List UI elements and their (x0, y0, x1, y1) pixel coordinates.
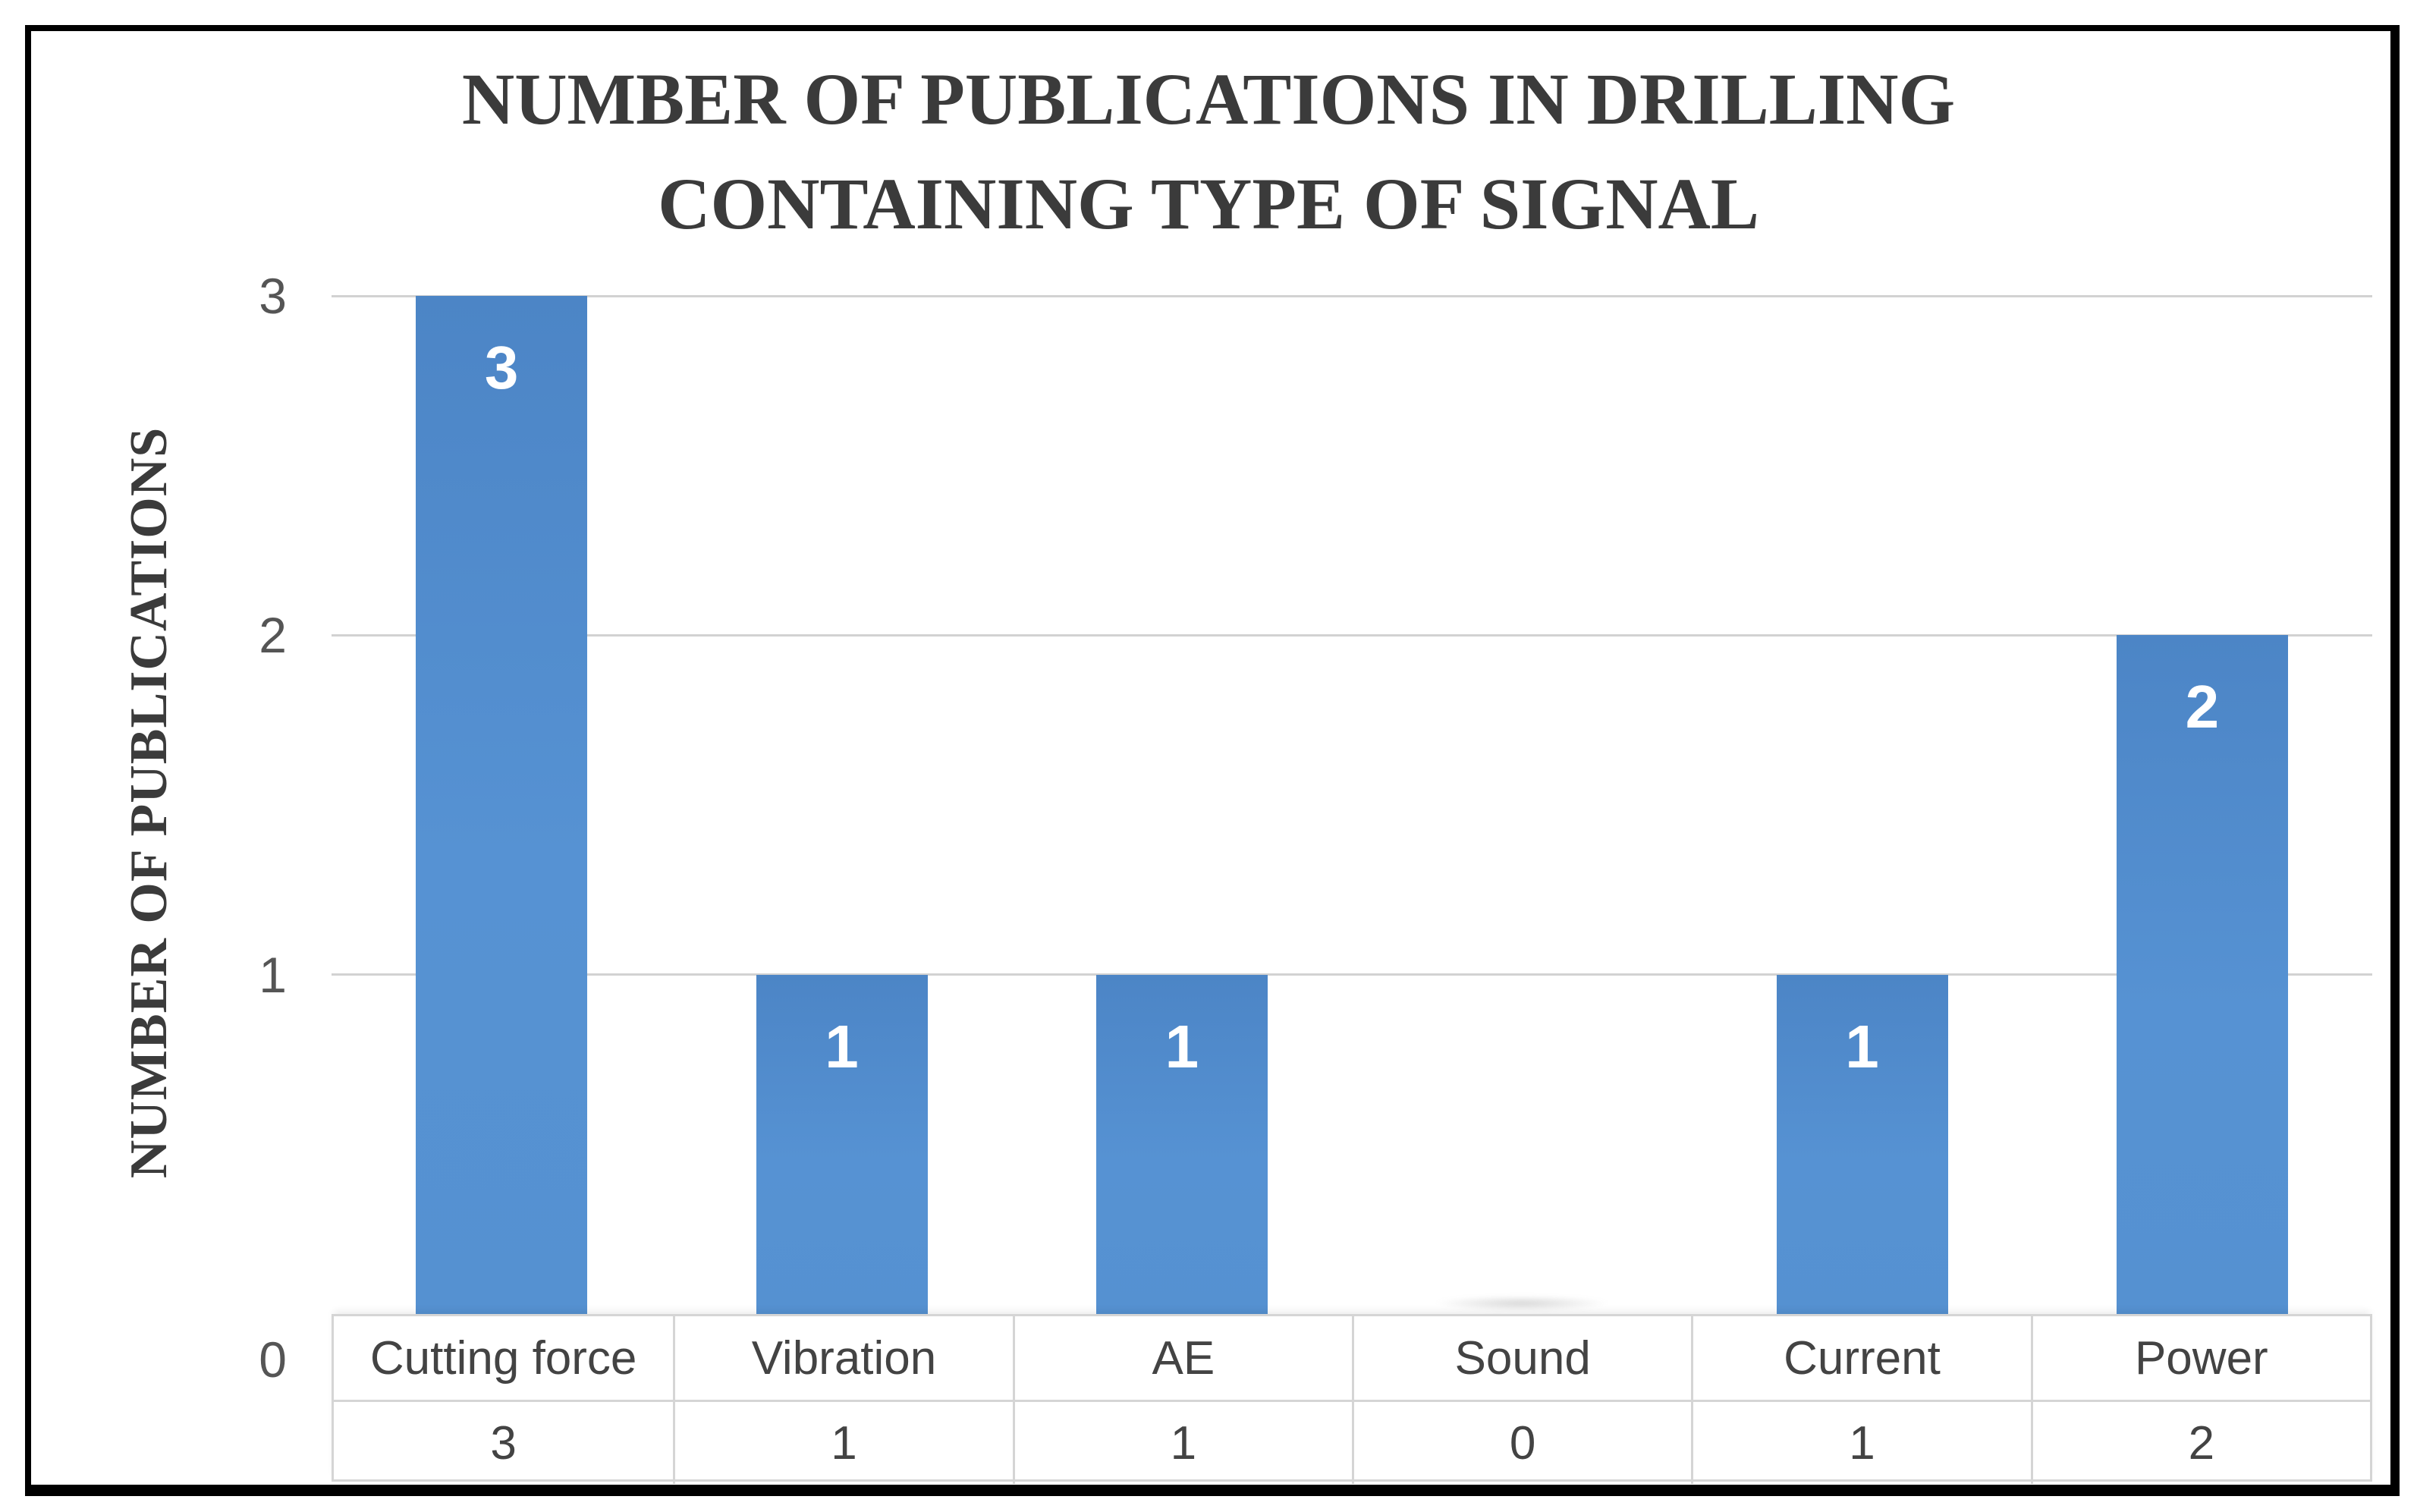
table-header-cell: Vibration (673, 1316, 1012, 1400)
table-header-cell: Sound (1352, 1316, 1691, 1400)
bar-value-label: 3 (484, 334, 519, 401)
chart-title-line-1: NUMBER OF PUBLICATIONS IN DRILLING (461, 58, 1956, 140)
table-header-cell: Power (2030, 1316, 2370, 1400)
bar-value-label: 1 (1845, 1012, 1879, 1080)
gridline-y-2 (332, 633, 2372, 637)
y-axis-title: NUMBER OF PUBLICATIONS (120, 426, 178, 1179)
bar-current (1776, 974, 1948, 1314)
bar-power (2116, 635, 2288, 1314)
table-value-cell: 1 (673, 1400, 1013, 1484)
bar-value-label: 1 (825, 1012, 859, 1080)
zero-bar-shadow (1436, 1296, 1608, 1311)
bar-value-label: 2 (2185, 673, 2220, 741)
bar-value-label: 1 (1164, 1012, 1199, 1080)
chart-title-line-2: CONTAINING TYPE OF SIGNAL (658, 163, 1759, 244)
table-value-cell: 1 (1012, 1400, 1352, 1484)
table-value-cell: 0 (1352, 1400, 1692, 1484)
chart-title: NUMBER OF PUBLICATIONS IN DRILLING CONTA… (91, 47, 2326, 256)
y-tick-label-0: 0 (259, 1331, 287, 1388)
y-tick-label-1: 1 (259, 946, 287, 1003)
y-tick-label-2: 2 (259, 607, 287, 664)
plot-area: 3 1 1 1 2 (332, 294, 2372, 1314)
gridline-y-3 (332, 294, 2372, 297)
bar-ae (1095, 974, 1268, 1314)
table-header-cell: Current (1691, 1316, 2030, 1400)
bar-cutting-force (416, 296, 588, 1314)
table-value-cell: 2 (2030, 1400, 2370, 1484)
gridline-y-1 (332, 973, 2372, 976)
table-value-cell: 1 (1691, 1400, 2031, 1484)
y-tick-label-3: 3 (259, 268, 287, 324)
table-header-cell: Cutting force (369, 1331, 637, 1385)
bar-vibration (756, 974, 928, 1314)
table-header-cell: AE (1012, 1316, 1352, 1400)
data-table: Cutting force Vibration AE Sound Current Powe… (332, 1314, 2372, 1484)
table-value-cell: 3 (334, 1400, 674, 1484)
